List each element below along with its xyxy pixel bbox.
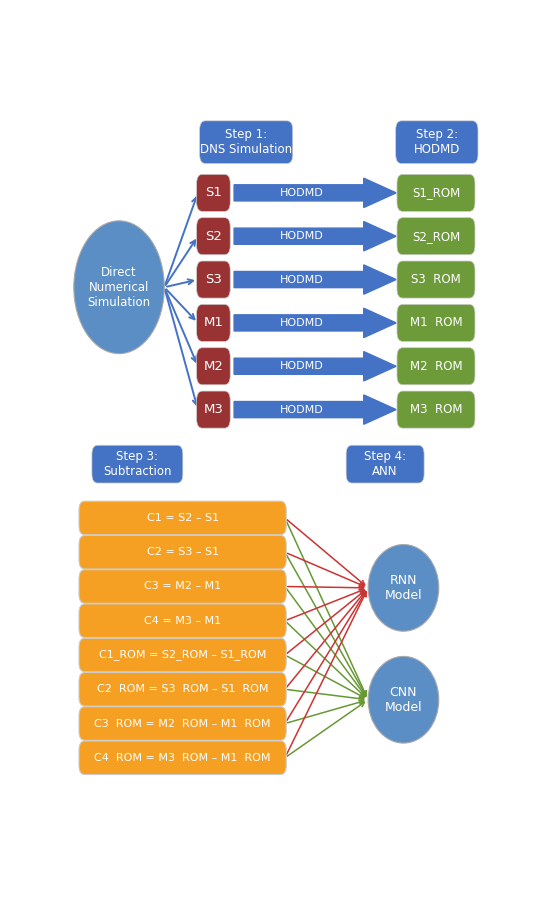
FancyBboxPatch shape bbox=[200, 121, 292, 163]
FancyBboxPatch shape bbox=[79, 673, 286, 706]
FancyBboxPatch shape bbox=[397, 218, 475, 255]
FancyBboxPatch shape bbox=[397, 391, 475, 429]
FancyArrow shape bbox=[234, 351, 396, 381]
Text: HODMD: HODMD bbox=[280, 274, 324, 284]
FancyBboxPatch shape bbox=[397, 304, 475, 341]
Text: C3  ROM = M2  ROM – M1  ROM: C3 ROM = M2 ROM – M1 ROM bbox=[95, 718, 271, 728]
Text: CNN
Model: CNN Model bbox=[385, 686, 422, 714]
Text: M3: M3 bbox=[203, 403, 224, 416]
Text: M2: M2 bbox=[203, 360, 224, 373]
Text: HODMD: HODMD bbox=[280, 318, 324, 328]
Text: M1  ROM: M1 ROM bbox=[410, 316, 462, 330]
FancyBboxPatch shape bbox=[79, 501, 286, 535]
Text: S3  ROM: S3 ROM bbox=[411, 273, 461, 286]
Text: C4 = M3 – M1: C4 = M3 – M1 bbox=[144, 616, 221, 626]
Ellipse shape bbox=[74, 221, 165, 353]
Text: C4  ROM = M3  ROM – M1  ROM: C4 ROM = M3 ROM – M1 ROM bbox=[95, 753, 271, 763]
Ellipse shape bbox=[368, 656, 439, 743]
FancyBboxPatch shape bbox=[197, 174, 230, 212]
FancyBboxPatch shape bbox=[197, 391, 230, 429]
Text: HODMD: HODMD bbox=[280, 361, 324, 371]
FancyBboxPatch shape bbox=[92, 445, 183, 483]
FancyBboxPatch shape bbox=[197, 218, 230, 255]
FancyBboxPatch shape bbox=[79, 638, 286, 672]
FancyBboxPatch shape bbox=[397, 348, 475, 385]
Text: S1: S1 bbox=[205, 186, 222, 200]
Text: Direct
Numerical
Simulation: Direct Numerical Simulation bbox=[87, 266, 151, 309]
Text: S3: S3 bbox=[205, 273, 222, 286]
Text: C1 = S2 – S1: C1 = S2 – S1 bbox=[147, 513, 219, 523]
FancyBboxPatch shape bbox=[397, 261, 475, 298]
Text: Step 1:
DNS Simulation: Step 1: DNS Simulation bbox=[200, 128, 292, 156]
FancyArrow shape bbox=[234, 308, 396, 338]
Text: C3 = M2 – M1: C3 = M2 – M1 bbox=[144, 581, 221, 591]
FancyBboxPatch shape bbox=[79, 569, 286, 603]
Ellipse shape bbox=[368, 545, 439, 631]
Text: C2  ROM = S3  ROM – S1  ROM: C2 ROM = S3 ROM – S1 ROM bbox=[97, 685, 269, 695]
FancyArrow shape bbox=[234, 222, 396, 251]
Text: M3  ROM: M3 ROM bbox=[410, 403, 462, 416]
Text: S2: S2 bbox=[205, 230, 222, 242]
FancyBboxPatch shape bbox=[79, 706, 286, 740]
Text: M1: M1 bbox=[203, 316, 224, 330]
FancyBboxPatch shape bbox=[197, 261, 230, 298]
Text: Step 3:
Subtraction: Step 3: Subtraction bbox=[103, 450, 172, 479]
FancyBboxPatch shape bbox=[79, 741, 286, 775]
Text: Step 4:
ANN: Step 4: ANN bbox=[364, 450, 406, 479]
FancyBboxPatch shape bbox=[79, 604, 286, 637]
FancyArrow shape bbox=[234, 395, 396, 424]
Text: M2  ROM: M2 ROM bbox=[410, 360, 462, 373]
Text: HODMD: HODMD bbox=[280, 232, 324, 242]
FancyBboxPatch shape bbox=[197, 348, 230, 385]
Text: S1_ROM: S1_ROM bbox=[412, 186, 460, 200]
Text: C1_ROM = S2_ROM – S1_ROM: C1_ROM = S2_ROM – S1_ROM bbox=[99, 649, 266, 660]
Text: C2 = S3 – S1: C2 = S3 – S1 bbox=[147, 548, 219, 558]
FancyArrow shape bbox=[234, 178, 396, 208]
Text: RNN
Model: RNN Model bbox=[385, 574, 422, 602]
FancyBboxPatch shape bbox=[79, 536, 286, 569]
Text: HODMD: HODMD bbox=[280, 405, 324, 415]
FancyBboxPatch shape bbox=[346, 445, 424, 483]
FancyBboxPatch shape bbox=[397, 174, 475, 212]
FancyBboxPatch shape bbox=[197, 304, 230, 341]
FancyBboxPatch shape bbox=[396, 121, 478, 163]
FancyArrow shape bbox=[234, 265, 396, 294]
Text: S2_ROM: S2_ROM bbox=[412, 230, 460, 242]
Text: HODMD: HODMD bbox=[280, 188, 324, 198]
Text: Step 2:
HODMD: Step 2: HODMD bbox=[414, 128, 460, 156]
